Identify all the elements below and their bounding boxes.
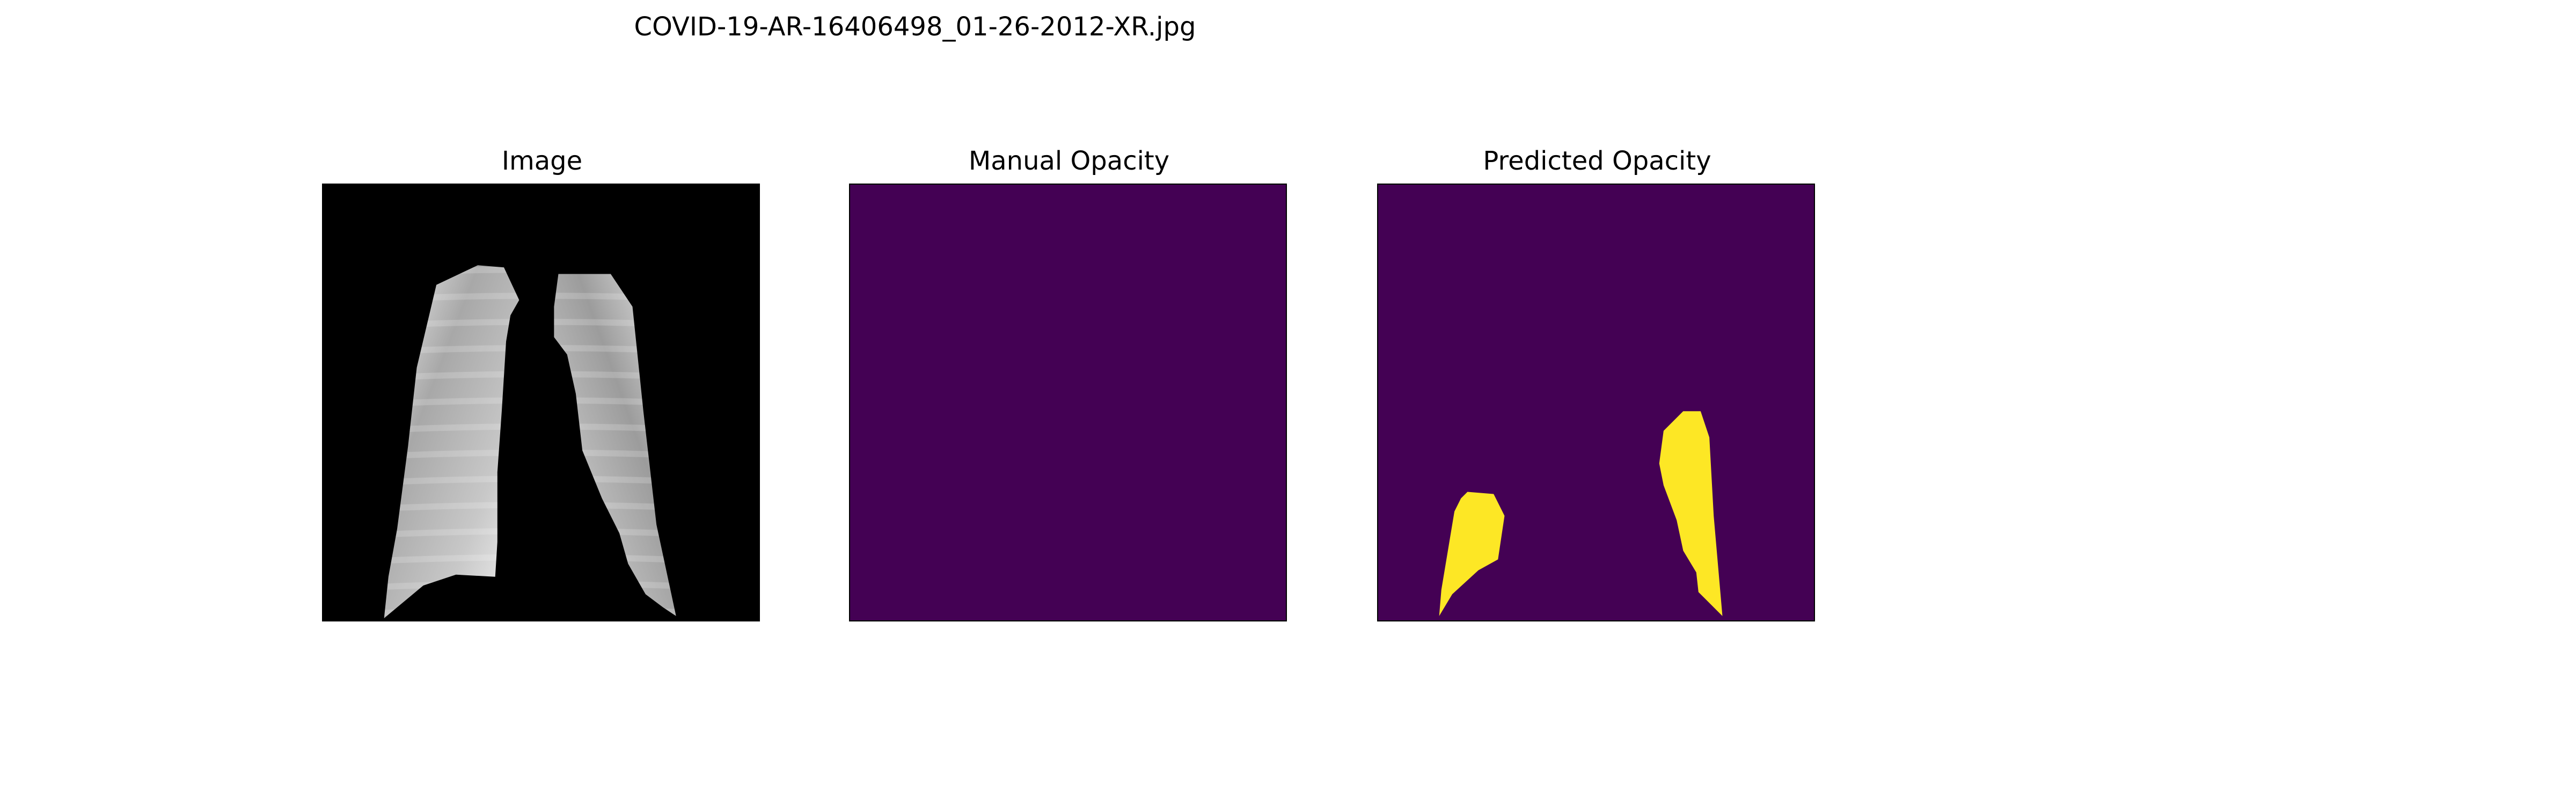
manual-opacity-mask [849,184,1287,621]
xray-image [322,184,760,621]
figure-title: COVID-19-AR-16406498_01-26-2012-XR.jpg [634,12,1196,42]
predicted-opacity-mask [1377,184,1815,621]
predicted-region-left [1439,492,1505,616]
image-panel: Image [322,145,762,621]
manual-opacity-panel: Manual Opacity [849,145,1289,621]
predicted-opacity-panel: Predicted Opacity [1377,145,1817,621]
image-panel-title: Image [501,146,583,176]
xray-svg [323,185,759,620]
right-lung-ribs [554,274,676,616]
manual-opacity-title: Manual Opacity [968,146,1170,176]
image-background [323,185,759,620]
predicted-opacity-title: Predicted Opacity [1483,146,1711,176]
manual-mask-background [850,185,1286,620]
predicted-mask-background [1378,185,1814,620]
manual-mask-svg [850,185,1286,620]
left-lung-ribs [384,265,519,618]
predicted-mask-svg [1378,185,1814,620]
predicted-region-right [1659,411,1723,616]
